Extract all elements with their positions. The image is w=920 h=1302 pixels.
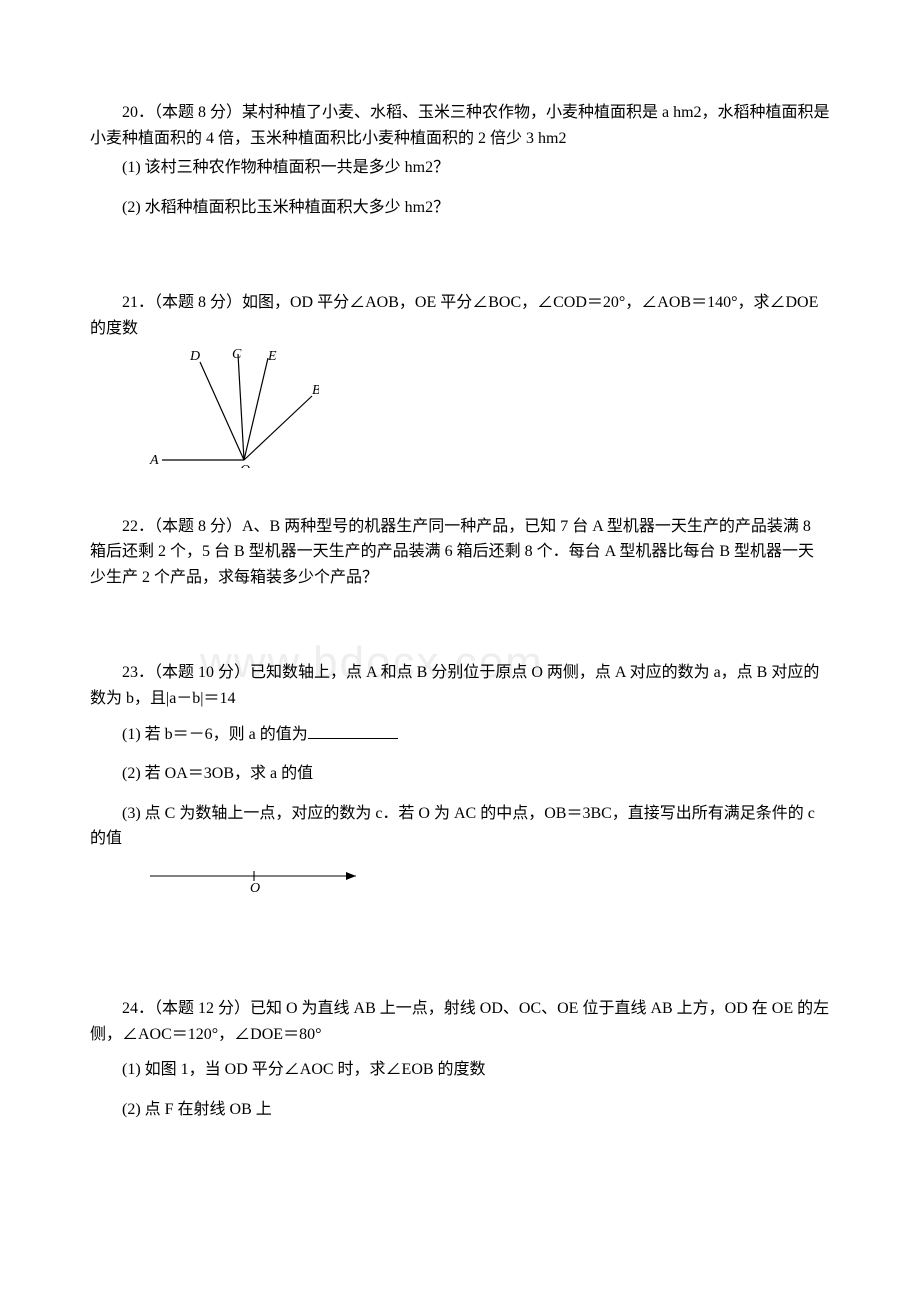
q21-figure: A D C E B O [144,348,830,468]
svg-text:D: D [189,349,200,364]
q23-part1: (1) 若 b＝－6，则 a 的值为 [90,722,830,748]
q23-figure: O [144,866,830,894]
q23-part3: (3) 点 C 为数轴上一点，对应的数为 c．若 O 为 AC 的中点，OB＝3… [90,801,830,852]
q20-part1: (1) 该村三种农作物种植面积一共是多少 hm2？ [90,155,830,181]
q24-stem: 24．（本题 12 分）已知 O 为直线 AB 上一点，射线 OD、OC、OE … [90,1000,829,1043]
svg-text:C: C [232,348,242,362]
q24-part1: (1) 如图 1，当 OD 平分∠AOC 时，求∠EOB 的度数 [90,1057,830,1083]
svg-text:O: O [240,463,250,468]
q20-part2: (2) 水稻种植面积比玉米种植面积大多少 hm2？ [90,195,830,221]
svg-text:E: E [267,349,277,364]
svg-text:O: O [250,881,260,894]
q22-stem: 22．（本题 8 分）A、B 两种型号的机器生产同一种产品，已知 7 台 A 型… [90,518,814,586]
q23-part1-text: (1) 若 b＝－6，则 a 的值为 [122,726,308,743]
q23-part2: (2) 若 OA＝3OB，求 a 的值 [90,761,830,787]
q21-stem: 21．（本题 8 分）如图，OD 平分∠AOB，OE 平分∠BOC，∠COD＝2… [90,294,818,337]
q24-part2: (2) 点 F 在射线 OB 上 [90,1097,830,1123]
q23-blank [308,722,398,739]
q23-stem: 23．（本题 10 分）已知数轴上，点 A 和点 B 分别位于原点 O 两侧，点… [90,664,819,707]
svg-text:B: B [312,383,319,398]
svg-text:A: A [149,453,159,468]
q20-stem: 20．（本题 8 分）某村种植了小麦、水稻、玉米三种农作物，小麦种植面积是 a … [90,104,830,147]
